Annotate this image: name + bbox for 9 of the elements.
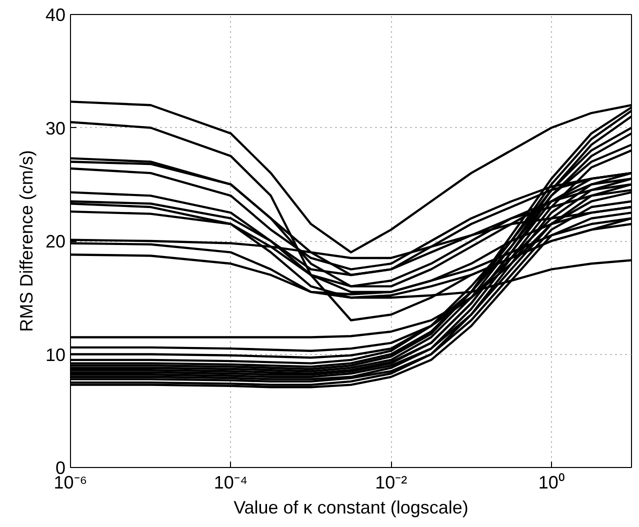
y-tick-label: 40 <box>45 5 66 25</box>
y-axis-title: RMS Difference (cm/s) <box>16 150 36 332</box>
y-tick-label: 20 <box>45 232 66 252</box>
x-tick-label: 10⁻⁴ <box>214 472 248 492</box>
y-tick-label: 30 <box>45 118 66 138</box>
y-tick-label: 10 <box>45 344 66 365</box>
x-axis-title: Value of κ constant (logscale) <box>234 498 468 518</box>
x-tick-label: 10⁰ <box>538 472 564 492</box>
x-tick-label: 10⁻² <box>375 472 408 492</box>
